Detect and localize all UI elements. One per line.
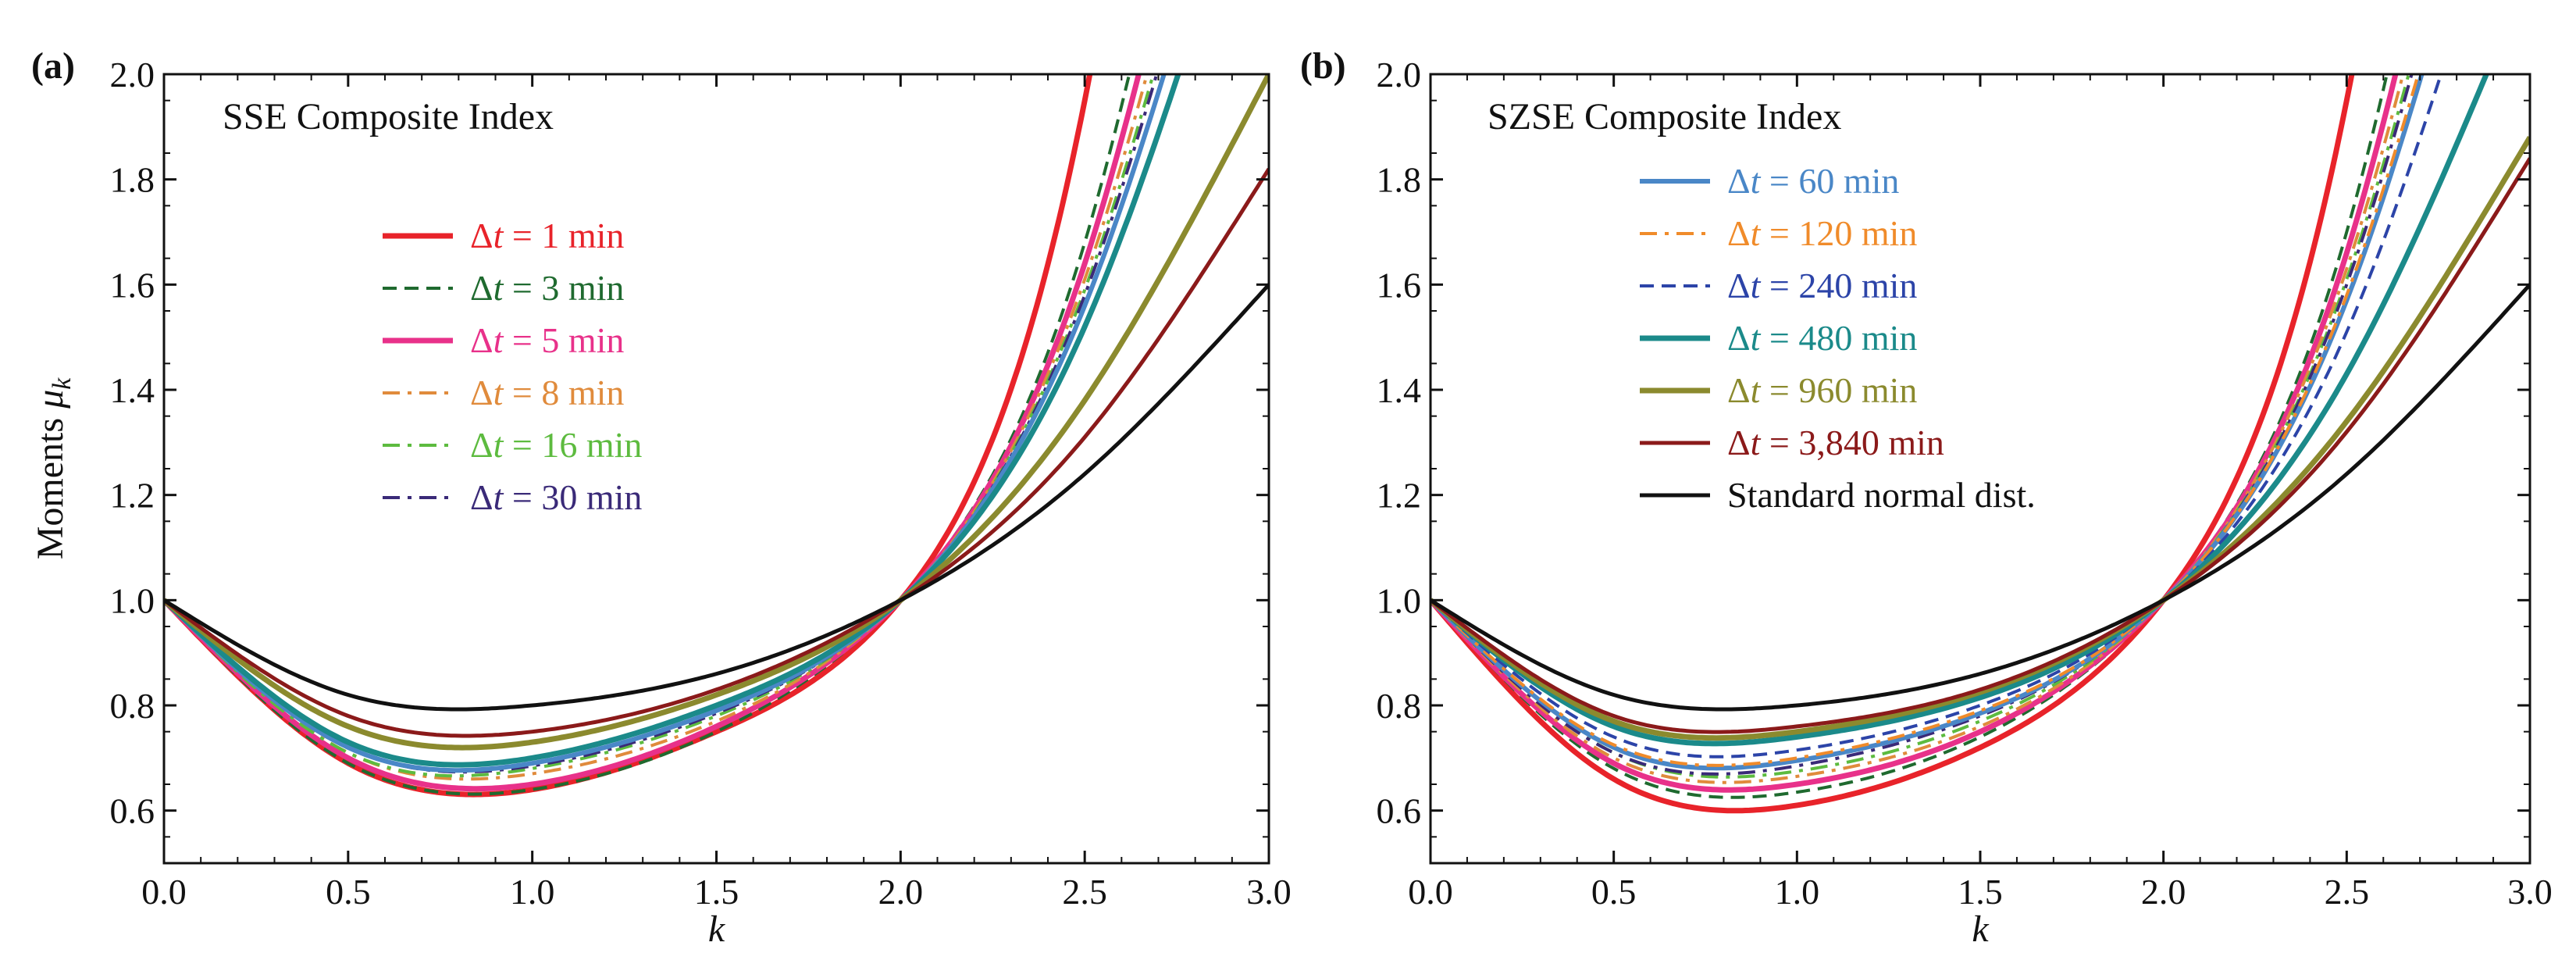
legend-label: Δt = 16 min <box>470 425 642 465</box>
series-line-5 <box>1431 74 2414 776</box>
series-line-1 <box>1431 74 2389 799</box>
x-tick-label: 0.0 <box>1408 872 1453 912</box>
x-tick-label: 2.0 <box>2141 872 2186 912</box>
series-line-6 <box>164 74 1167 773</box>
y-tick-label: 0.6 <box>110 791 155 831</box>
legend-label: Standard normal dist. <box>1727 475 2036 515</box>
legend-label: Δt = 120 min <box>1727 213 1917 253</box>
legend-label: Δt = 60 min <box>1727 161 1899 201</box>
x-tick-label: 1.5 <box>694 872 739 912</box>
panel-a: 0.0 0.5 1.0 1.5 2.0 2.5 3.0 0.6 0.8 1.0 1.2 1.4 1.6 1… <box>30 45 1292 950</box>
series-line-10 <box>1431 136 2530 741</box>
x-tick-label: 2.5 <box>2325 872 2370 912</box>
y-tick-label: 1.8 <box>1377 160 1422 200</box>
series-line-8 <box>164 74 1269 751</box>
series-line-11 <box>1431 157 2530 734</box>
series-line-8 <box>1431 74 2443 758</box>
y-tick-label: 1.8 <box>110 160 155 200</box>
y-tick-label: 1.2 <box>1377 476 1422 516</box>
y-tick-label: 0.8 <box>110 686 155 726</box>
x-tick-label: 0.0 <box>141 872 187 912</box>
legend-label: Δt = 960 min <box>1727 370 1917 410</box>
x-axis-label: k <box>708 908 726 950</box>
panel-label: (a) <box>31 45 75 87</box>
legend-label: Δt = 240 min <box>1727 266 1917 305</box>
series-group <box>1431 74 2530 814</box>
plot-title: SZSE Composite Index <box>1488 96 1841 137</box>
y-tick-label: 0.6 <box>1377 791 1422 831</box>
series-line-2 <box>1431 74 2399 793</box>
series-line-9 <box>1431 74 2490 747</box>
legend-label: Δt = 1 min <box>470 216 624 255</box>
series-line-7 <box>1431 74 2421 767</box>
panel-label: (b) <box>1300 45 1346 87</box>
legend-label: Δt = 3 min <box>470 268 624 308</box>
x-tick-label: 3.0 <box>2507 872 2553 912</box>
y-tick-label: 1.2 <box>110 476 155 516</box>
legend-label: Δt = 8 min <box>470 373 624 412</box>
y-tick-label: 1.0 <box>1377 580 1422 620</box>
series-line-1 <box>164 74 1131 796</box>
x-tick-label: 3.0 <box>1246 872 1292 912</box>
x-tick-label: 0.5 <box>1591 872 1637 912</box>
series-line-3 <box>1431 74 2405 784</box>
x-tick-label: 0.5 <box>326 872 371 912</box>
legend-label: Δt = 480 min <box>1727 318 1917 358</box>
series-line-9 <box>164 167 1269 738</box>
x-axis-label: k <box>1972 908 1990 950</box>
x-tick-label: 2.0 <box>878 872 924 912</box>
series-line-6 <box>1431 74 2425 771</box>
series-line-10 <box>164 283 1269 712</box>
x-tick-label: 1.5 <box>1958 872 2003 912</box>
series-line-2 <box>164 74 1142 792</box>
series-line-3 <box>164 74 1149 781</box>
y-tick-label: 1.4 <box>1377 370 1422 410</box>
series-line-0 <box>1431 74 2355 814</box>
series-line-12 <box>1431 283 2530 712</box>
y-tick-label: 1.6 <box>1377 265 1422 305</box>
x-tick-label: 1.0 <box>1775 872 1820 912</box>
legend-label: Δt = 3,840 min <box>1727 423 1944 462</box>
legend: Δt = 60 min Δt = 120 min Δt = 240 min Δt = … <box>1640 161 2036 515</box>
y-tick-label: 2.0 <box>1377 55 1422 95</box>
legend-label: Δt = 5 min <box>470 320 624 360</box>
y-tick-label: 1.6 <box>110 265 155 305</box>
y-axis-label: Moments μk <box>30 377 77 559</box>
y-tick-label: 1.0 <box>110 580 155 620</box>
x-tick-label: 2.5 <box>1062 872 1107 912</box>
legend-label: Δt = 30 min <box>470 477 642 517</box>
y-tick-label: 0.8 <box>1377 686 1422 726</box>
legend: Δt = 1 min Δt = 3 min Δt = 5 min Δt = 8 min… <box>383 216 642 517</box>
y-tick-label: 2.0 <box>110 55 155 95</box>
series-line-7 <box>164 74 1181 768</box>
series-group <box>164 74 1269 798</box>
plot-title: SSE Composite Index <box>223 96 554 137</box>
y-tick-label: 1.4 <box>110 370 155 410</box>
panel-b: 0.0 0.5 1.0 1.5 2.0 2.5 3.0 0.6 0.8 1.0 1.2 1.4 1.6 1… <box>1300 45 2553 950</box>
series-line-4 <box>164 74 1156 778</box>
x-tick-label: 1.0 <box>510 872 555 912</box>
